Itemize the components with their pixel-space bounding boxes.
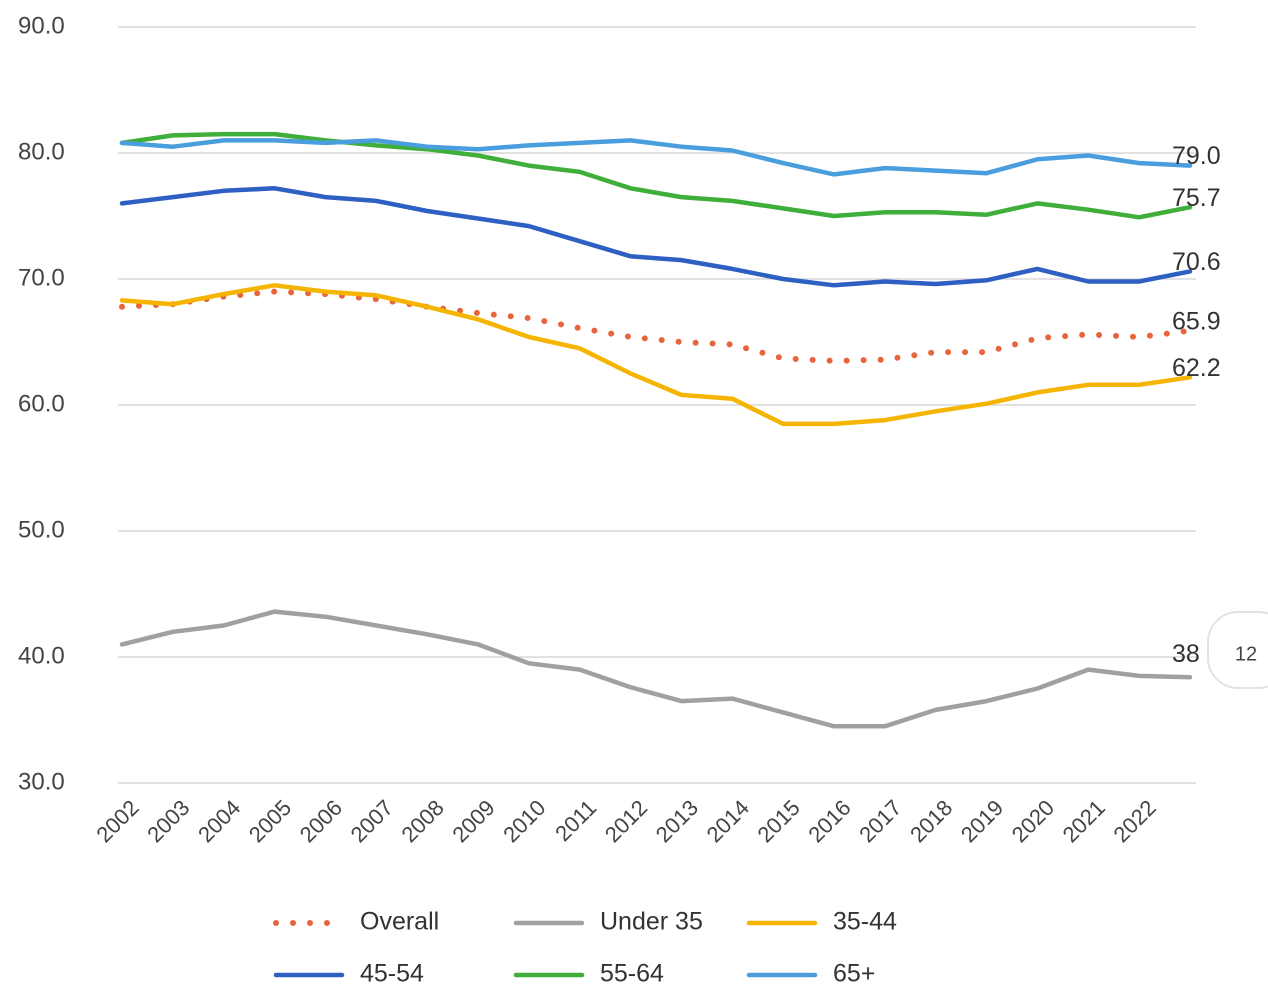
y-tick-label: 80.0 [18,138,65,165]
y-tick-label: 40.0 [18,642,65,669]
y-tick-label: 30.0 [18,768,65,795]
end-label: 38 [1172,640,1200,668]
x-tick-label: 2011 [550,795,601,846]
y-tick-label: 60.0 [18,390,65,417]
series-line [119,186,1193,288]
x-tick-label: 2009 [447,795,499,847]
end-label: 75.7 [1172,184,1221,212]
x-tick-label: 2002 [91,795,143,847]
end-label: 79.0 [1172,142,1221,170]
badge-text: 12 [1235,643,1257,665]
x-tick-label: 2008 [396,795,448,847]
series-line [119,138,1193,177]
x-tick-label: 2017 [854,795,906,847]
series-line [119,288,1193,364]
y-tick-label: 50.0 [18,516,65,543]
x-tick-label: 2012 [600,795,652,847]
x-tick-label: 2022 [1108,795,1160,847]
x-tick-label: 2018 [905,795,957,847]
badge-bg [1207,611,1268,689]
legend-label: 35-44 [833,908,897,936]
end-label: 62.2 [1172,354,1221,382]
x-tick-label: 2019 [956,795,1008,847]
series-line [119,283,1193,427]
x-tick-label: 2021 [1058,795,1110,847]
legend-label: 65+ [833,960,875,988]
x-tick-label: 2004 [193,795,245,847]
y-tick-label: 70.0 [18,264,65,291]
x-tick-label: 2006 [295,795,347,847]
x-tick-label: 2020 [1007,795,1059,847]
x-tick-label: 2003 [142,795,194,847]
legend-label: 45-54 [360,960,424,988]
legend-label: Overall [360,908,439,936]
x-tick-label: 2005 [244,795,296,847]
x-tick-label: 2010 [498,795,550,847]
x-tick-label: 2013 [651,795,703,847]
x-tick-label: 2007 [346,795,398,847]
x-tick-label: 2014 [702,795,754,847]
x-tick-label: 2015 [752,795,804,847]
end-label: 70.6 [1172,248,1221,276]
series-line [119,131,1193,220]
y-tick-label: 90.0 [18,12,65,39]
page-badge[interactable]: 12 [1207,611,1268,689]
legend: Overall Under 35 35-44 45-54 55-64 65+ [273,908,897,988]
end-label: 65.9 [1172,307,1221,335]
x-tick-label: 2016 [803,795,855,847]
series-line [119,609,1193,729]
legend-label: Under 35 [600,908,703,936]
legend-label: 55-64 [600,960,664,988]
